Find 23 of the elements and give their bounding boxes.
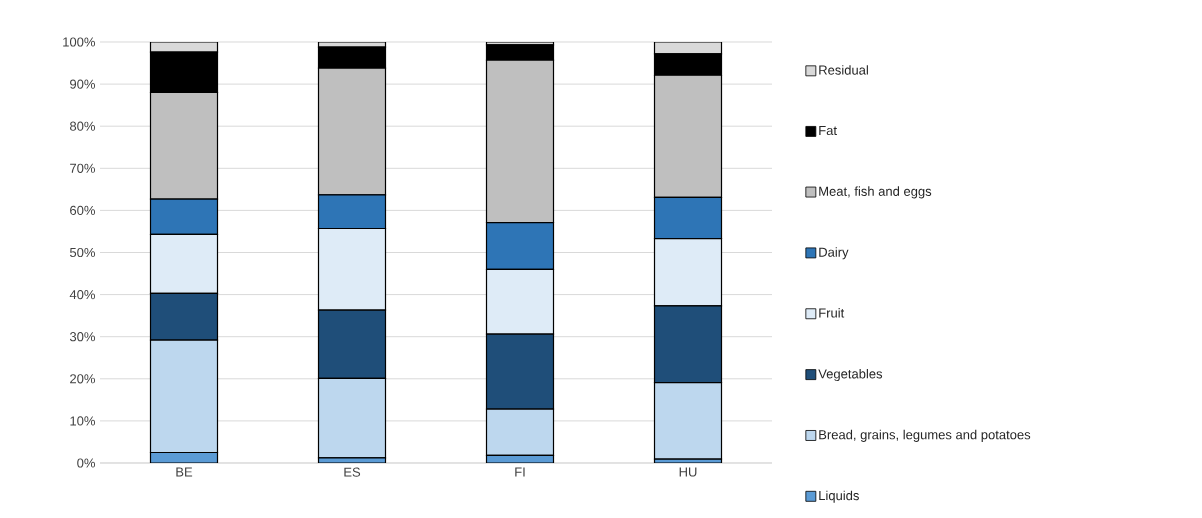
y-tick-label: 50%	[69, 247, 95, 258]
y-tick-label: 90%	[70, 79, 95, 89]
y-tick-label: 20%	[70, 374, 95, 384]
legend-label: Dairy	[819, 247, 849, 260]
x-tick-label: HU	[679, 467, 697, 477]
x-tick-label: BE	[176, 467, 193, 477]
y-tick-label: 10%	[70, 416, 95, 426]
y-tick-label: 40%	[69, 289, 95, 300]
legend-label: Residual	[819, 65, 868, 75]
y-tick-label: 0%	[77, 458, 95, 468]
x-tick-label: FI	[515, 467, 525, 477]
y-tick-label: 60%	[70, 205, 95, 215]
y-tick-label: 70%	[70, 163, 95, 173]
legend-label: Fruit	[819, 308, 845, 318]
y-tick-label: 30%	[69, 332, 95, 342]
legend-label: Meat, fish and eggs	[819, 186, 932, 199]
legend-label: Fat	[819, 125, 837, 136]
legend-label: Vegetables	[818, 368, 883, 382]
x-tick-label: ES	[344, 467, 361, 477]
legend-label: Bread, grains, legumes and potatoes	[819, 429, 1031, 442]
legend-label: Liquids	[819, 490, 859, 503]
y-tick-label: 100%	[63, 37, 95, 47]
y-tick-label: 80%	[70, 121, 95, 131]
